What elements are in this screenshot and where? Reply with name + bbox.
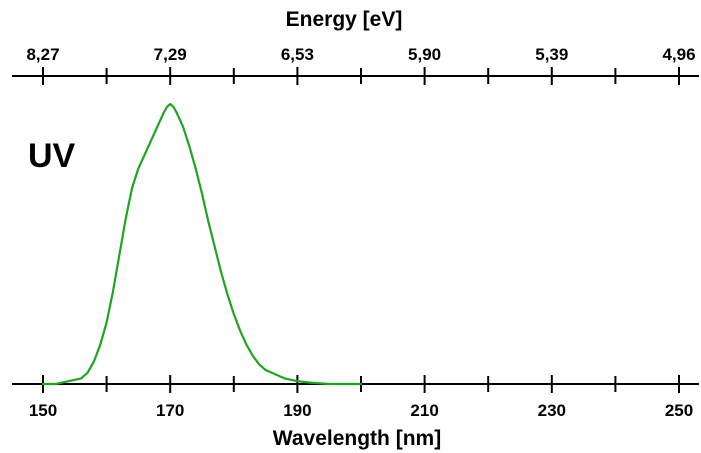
bottom-axis-title: Wavelength [nm]: [273, 427, 441, 450]
top-axis-title: Energy [eV]: [286, 8, 403, 31]
bottom-tick-label: 170: [156, 401, 184, 420]
top-tick-label: 8,27: [26, 45, 59, 64]
bottom-tick-label: 150: [29, 401, 57, 420]
bottom-tick-label: 210: [410, 401, 438, 420]
bottom-tick-label: 250: [665, 401, 693, 420]
top-tick-label: 6,53: [281, 45, 314, 64]
uv-spectrum-line: [41, 102, 363, 386]
top-tick-label: 5,39: [535, 45, 568, 64]
bottom-tick-label: 190: [283, 401, 311, 420]
bottom-tick-label: 230: [538, 401, 566, 420]
top-tick-label: 4,96: [662, 45, 695, 64]
uv-label: UV: [28, 137, 76, 175]
top-tick-label: 5,90: [408, 45, 441, 64]
top-tick-label: 7,29: [154, 45, 187, 64]
